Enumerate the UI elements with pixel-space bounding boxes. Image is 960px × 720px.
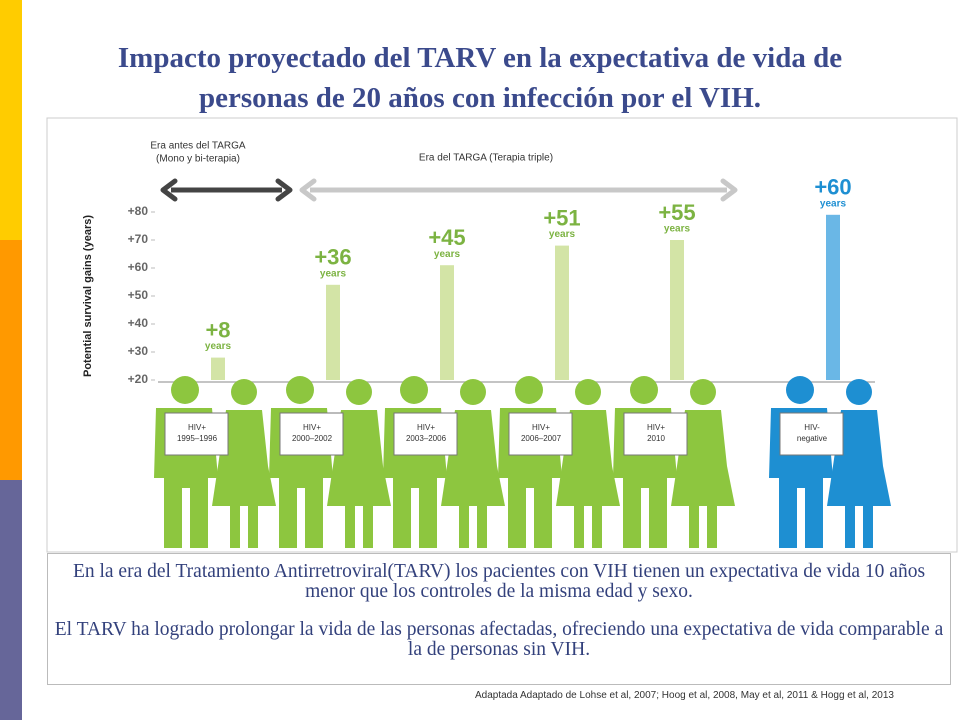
bar [670,240,684,380]
y-tick-label: +50 [128,288,149,302]
placard [508,412,573,456]
x-tick-label: 2003–2006 [406,434,447,443]
plot: Potential survival gains (years) +20 +30 +4… [82,141,891,548]
y-tick-label: +40 [128,316,149,330]
x-tick-label: HIV+ [303,423,321,432]
bar-label: +45 [428,225,465,250]
bar-label: +51 [543,205,580,230]
x-tick-label: negative [797,434,828,443]
bar-label-unit: years [664,224,691,235]
citation: Adaptada Adaptado de Lohse et al, 2007; … [474,690,894,701]
bar [211,357,225,380]
figure-head [690,379,716,405]
figure-head [846,379,872,405]
figure-head [346,379,372,405]
bar-label-unit: years [205,341,232,352]
note: El TARV ha logrado prolongar la vida de … [54,619,944,660]
side-band [0,480,22,720]
bar-label-unit: years [549,229,576,240]
y-tick-label: +70 [128,232,149,246]
x-tick-label: HIV+ [532,423,550,432]
side-band [0,240,22,480]
figure-head [630,376,658,404]
x-tick-label: HIV+ [647,423,665,432]
bar-label: +36 [314,245,351,270]
side-band [0,0,22,240]
placard [779,412,844,456]
era-arrowhead [299,178,738,202]
placard [623,412,688,456]
x-tick-label: HIV+ [188,423,206,432]
era-label: Era del TARGA (Terapia triple) [419,153,553,164]
bar [826,214,840,380]
bar-label-unit: years [820,198,847,209]
era-label: (Mono y bi-terapia) [156,154,240,165]
bar-label-unit: years [320,268,347,279]
bar [326,284,340,380]
x-tick-label: 2006–2007 [521,434,562,443]
figure-head [171,376,199,404]
x-tick-label: 2000–2002 [292,434,333,443]
x-tick-label: 2010 [647,434,665,443]
bar [555,245,569,380]
note: En la era del Tratamiento Antirretrovira… [72,561,926,602]
bar-label: +60 [814,175,851,200]
y-axis-title: Potential survival gains (years) [82,215,94,377]
era-label: Era antes del TARGA [150,141,246,152]
figure-head [286,376,314,404]
y-tick-label: +20 [128,372,149,386]
placard [164,412,229,456]
title-line: Impacto proyectado del TARV en la expect… [117,42,843,74]
y-tick-label: +30 [128,344,149,358]
placard [279,412,344,456]
figure-head [231,379,257,405]
title: Impacto proyectado del TARV en la expect… [40,38,920,118]
note-box: En la era del Tratamiento Antirretrovira… [47,553,951,685]
x-tick-label: HIV+ [417,423,435,432]
x-tick-label: 1995–1996 [177,434,218,443]
bar-label: +8 [205,317,230,342]
figure-head [786,376,814,404]
bar-label-unit: years [434,249,461,260]
title-line: personas de 20 años con infección por el… [198,82,762,114]
y-tick-label: +60 [128,260,149,274]
figure-head [515,376,543,404]
bar-label: +55 [658,200,695,225]
era-arrowhead [160,178,293,202]
x-tick-label: HIV- [804,423,820,432]
y-tick-label: +80 [128,204,149,218]
figure-head [575,379,601,405]
figure-head [460,379,486,405]
figure-head [400,376,428,404]
placard [393,412,458,456]
bar [440,265,454,380]
